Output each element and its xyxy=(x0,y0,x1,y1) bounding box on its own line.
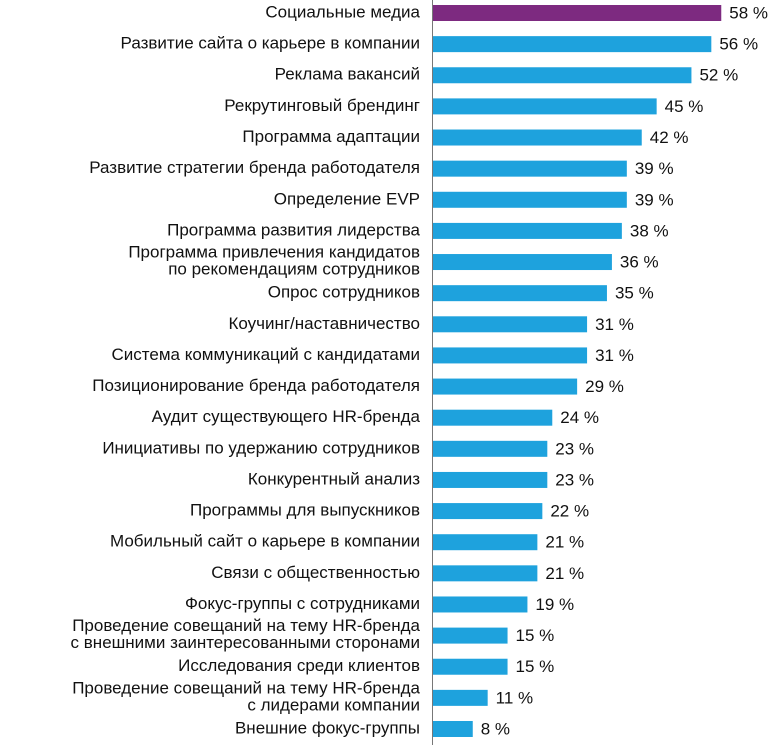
value-label: 36 % xyxy=(620,253,659,272)
value-label: 56 % xyxy=(719,35,758,54)
value-label: 29 % xyxy=(585,377,624,396)
value-label: 38 % xyxy=(630,221,669,240)
category-label: Аудит существующего HR-бренда xyxy=(152,407,421,426)
bar xyxy=(433,36,712,53)
value-label: 31 % xyxy=(595,346,634,365)
category-label: Социальные медиа xyxy=(265,2,420,21)
value-label: 21 % xyxy=(545,533,584,552)
category-label: Конкурентный анализ xyxy=(248,469,420,488)
category-label: Проведение совещаний на тему HR-бренда с … xyxy=(71,617,421,653)
category-label: Определение EVP xyxy=(274,189,420,208)
bar xyxy=(433,378,578,395)
category-label: Программа привлечения кандидатов по реком… xyxy=(128,243,420,279)
bar xyxy=(433,347,588,364)
category-label: Внешние фокус-группы xyxy=(235,718,420,737)
bar xyxy=(433,160,627,177)
bar xyxy=(433,191,627,208)
category-label: Связи с общественностью xyxy=(211,563,420,582)
category-label: Развитие стратегии бренда работодателя xyxy=(89,158,420,177)
value-label: 22 % xyxy=(550,502,589,521)
bar xyxy=(433,222,622,239)
category-label: Позиционирование бренда работодателя xyxy=(92,376,420,395)
value-label: 8 % xyxy=(481,719,510,738)
category-label: Проведение совещаний на тему HR-бренда с … xyxy=(72,679,420,715)
value-label: 23 % xyxy=(555,470,594,489)
category-label: Рекрутинговый брендинг xyxy=(224,96,420,115)
bar xyxy=(433,627,508,644)
bar xyxy=(433,471,548,488)
bar xyxy=(433,503,543,520)
category-label: Инициативы по удержанию сотрудников xyxy=(102,438,420,457)
category-label: Фокус-группы с сотрудниками xyxy=(185,594,420,613)
value-label: 23 % xyxy=(555,439,594,458)
value-label: 39 % xyxy=(635,159,674,178)
category-label: Развитие сайта о карьере в компании xyxy=(121,34,420,53)
category-label: Мобильный сайт о карьере в компании xyxy=(110,532,420,551)
category-label: Программа адаптации xyxy=(242,127,420,146)
value-label: 45 % xyxy=(665,97,704,116)
bar xyxy=(433,5,722,21)
category-label: Исследования среди клиентов xyxy=(178,656,420,675)
bar xyxy=(433,67,692,84)
category-label: Программы для выпускников xyxy=(190,501,420,520)
bar xyxy=(433,285,607,302)
category-label: Опрос сотрудников xyxy=(268,283,420,302)
category-label: Реклама вакансий xyxy=(275,65,420,84)
value-label: 24 % xyxy=(560,408,599,427)
value-label: 11 % xyxy=(496,688,534,707)
category-label: Система коммуникаций с кандидатами xyxy=(112,345,420,364)
value-label: 15 % xyxy=(516,657,555,676)
value-label: 19 % xyxy=(535,595,574,614)
value-label: 58 % xyxy=(729,3,768,22)
bar xyxy=(433,534,538,551)
bar xyxy=(433,254,612,271)
bar xyxy=(433,129,642,146)
value-label: 52 % xyxy=(699,66,738,85)
bar xyxy=(433,689,488,706)
value-label: 15 % xyxy=(516,626,555,645)
bar xyxy=(433,565,538,582)
category-label: Программа развития лидерства xyxy=(167,220,420,239)
bar xyxy=(433,720,473,737)
value-label: 21 % xyxy=(545,564,584,583)
bar xyxy=(433,440,548,457)
bar xyxy=(433,316,588,333)
bar xyxy=(433,596,528,613)
bar xyxy=(433,98,657,115)
category-label: Коучинг/наставничество xyxy=(228,314,420,333)
bar xyxy=(433,658,508,675)
bar xyxy=(433,409,553,426)
value-label: 31 % xyxy=(595,315,634,334)
value-label: 35 % xyxy=(615,284,654,303)
value-label: 39 % xyxy=(635,190,674,209)
value-label: 42 % xyxy=(650,128,689,147)
